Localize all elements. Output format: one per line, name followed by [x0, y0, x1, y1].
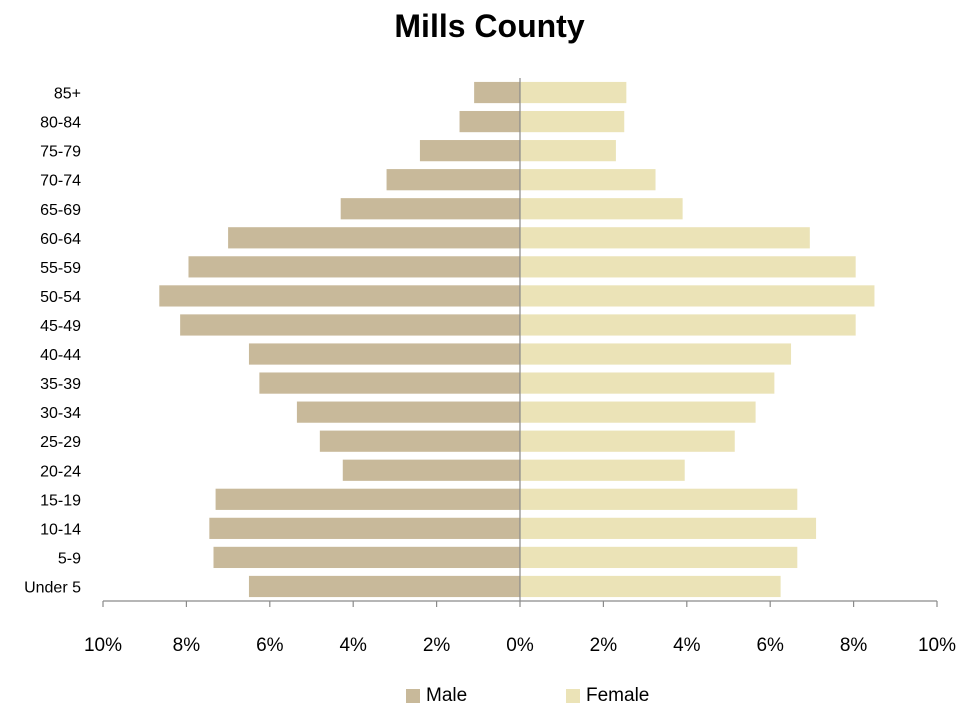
bar-male-10-14 — [209, 517, 520, 539]
bar-male-80-84 — [459, 110, 520, 133]
x-tick-label: 2% — [590, 635, 618, 656]
bar-male-60-64 — [228, 227, 520, 249]
bar-male-under-5 — [248, 575, 520, 598]
bar-female-30-34 — [520, 401, 756, 423]
bar-male-75-79 — [419, 140, 520, 162]
category-labels: 85+ 80-84 75-79 70-74 65-69 60-64 55-59 50-54 45… — [24, 86, 81, 597]
category-label: 35-39 — [40, 376, 81, 393]
category-label: 25-29 — [40, 434, 81, 451]
bars-layer — [159, 81, 875, 598]
category-label: 15-19 — [40, 492, 81, 509]
bar-male-5-9 — [213, 546, 520, 569]
bar-male-45-49 — [180, 314, 520, 336]
legend-label-female: Female — [586, 685, 650, 706]
bar-male-70-74 — [386, 169, 520, 191]
category-label: 30-34 — [40, 405, 81, 422]
x-tick-label: 4% — [339, 635, 367, 656]
x-tick-label: 4% — [673, 635, 701, 656]
bar-female-10-14 — [520, 517, 817, 539]
bar-male-25-29 — [319, 430, 520, 452]
x-tick-label: 6% — [756, 635, 784, 656]
legend-swatch-male — [406, 689, 420, 703]
legend-item-male: Male — [406, 685, 467, 707]
bar-female-45-49 — [520, 314, 856, 336]
legend-item-female: Female — [566, 685, 649, 707]
bar-female-25-29 — [520, 430, 735, 452]
bar-male-40-44 — [248, 343, 520, 365]
bar-female-60-64 — [520, 227, 810, 249]
bar-male-50-54 — [159, 285, 521, 307]
bar-male-35-39 — [259, 372, 520, 394]
bar-male-65-69 — [340, 198, 520, 220]
category-label: 60-64 — [40, 231, 81, 248]
category-label: Under 5 — [24, 579, 81, 596]
bar-female-15-19 — [520, 488, 798, 510]
category-label: 80-84 — [40, 115, 81, 132]
bar-male-85+ — [474, 81, 520, 104]
bar-female-under-5 — [520, 575, 781, 598]
x-tick-label: 8% — [173, 635, 201, 656]
category-label: 65-69 — [40, 202, 81, 219]
category-label: 10-14 — [40, 521, 81, 538]
bar-female-70-74 — [520, 169, 656, 191]
category-label: 5-9 — [58, 550, 81, 567]
bar-male-20-24 — [342, 459, 520, 481]
bar-female-5-9 — [520, 546, 798, 569]
bar-male-15-19 — [215, 488, 520, 510]
category-label: 75-79 — [40, 144, 81, 161]
x-tick-label: 0% — [506, 635, 534, 656]
bar-male-30-34 — [296, 401, 520, 423]
bar-female-75-79 — [520, 140, 616, 162]
bar-female-35-39 — [520, 372, 775, 394]
bar-female-40-44 — [520, 343, 792, 365]
bar-female-65-69 — [520, 198, 683, 220]
axes-layer — [102, 78, 938, 607]
legend: Male Female — [0, 685, 979, 711]
bar-female-20-24 — [520, 459, 685, 481]
category-label: 85+ — [54, 86, 81, 103]
legend-swatch-female — [566, 689, 580, 703]
bar-female-50-54 — [520, 285, 875, 307]
bar-female-85+ — [520, 81, 627, 104]
category-label: 50-54 — [40, 289, 81, 306]
bar-male-55-59 — [188, 256, 521, 278]
x-tick-labels: 10% 8% 6% 4% 2% 0% 2% 4% 6% 8% 10% — [84, 635, 956, 656]
legend-label-male: Male — [426, 685, 468, 706]
chart-title: Mills County — [394, 8, 585, 44]
category-label: 45-49 — [40, 318, 81, 335]
category-label: 40-44 — [40, 347, 81, 364]
x-tick-label: 10% — [918, 635, 956, 656]
x-tick-label: 8% — [840, 635, 868, 656]
x-tick-label: 2% — [423, 635, 451, 656]
x-tick-label: 10% — [84, 635, 122, 656]
category-label: 20-24 — [40, 463, 81, 480]
x-tick-label: 6% — [256, 635, 284, 656]
category-label: 70-74 — [40, 173, 81, 190]
bar-female-80-84 — [520, 110, 625, 133]
bar-female-55-59 — [520, 256, 856, 278]
category-label: 55-59 — [40, 260, 81, 277]
